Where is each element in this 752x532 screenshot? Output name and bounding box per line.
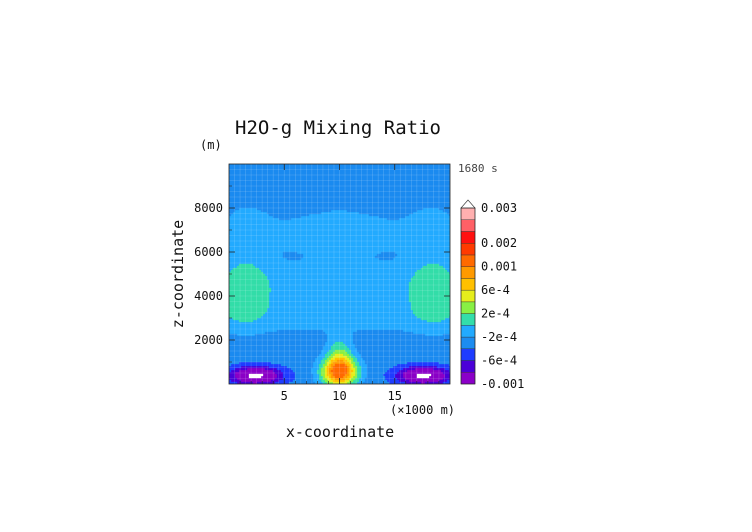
colorbar-swatch [460, 313, 476, 326]
colorbar-frame [460, 207, 476, 385]
colorbar-label: 0.002 [481, 236, 517, 250]
y-tick-label: 6000 [194, 245, 223, 259]
colorbar-label: -2e-4 [481, 330, 517, 344]
plot-area: 5 10 15 2000 4000 6000 8000 [194, 163, 451, 403]
colorbar-swatch [460, 254, 476, 267]
colorbar-swatch [460, 278, 476, 291]
y-axis: 2000 4000 6000 8000 [194, 185, 450, 363]
colorbar-swatch [460, 348, 476, 361]
contour-band [330, 363, 348, 379]
y-tick-label: 4000 [194, 289, 223, 303]
colorbar: 0.003 0.002 0.001 6e-4 2e-4 -2e-4 -6e-4 -0.001 [460, 199, 524, 391]
grid [229, 164, 450, 384]
chart-title: H2O-g Mixing Ratio [235, 117, 441, 139]
x-tick-label: 15 [388, 389, 402, 403]
colorbar-swatch [460, 301, 476, 314]
colorbar-swatch [460, 219, 476, 232]
colorbar-swatch [460, 242, 476, 256]
x-units: (×1000 m) [390, 403, 455, 417]
y-tick-label: 8000 [194, 201, 223, 215]
colorbar-swatch [460, 231, 476, 244]
colorbar-label: -6e-4 [481, 354, 517, 368]
x-tick-label: 10 [332, 389, 346, 403]
colorbar-swatch [460, 325, 476, 338]
y-units: (m) [200, 138, 222, 152]
colorbar-swatch [460, 207, 476, 220]
x-tick-label: 5 [281, 389, 288, 403]
y-axis-label: z-coordinate [169, 220, 187, 328]
colorbar-label: 0.001 [481, 260, 517, 274]
colorbar-label: 2e-4 [481, 307, 510, 321]
contour-band-below-min [248, 373, 432, 379]
colorbar-swatch [460, 266, 476, 279]
contour-band [229, 263, 450, 384]
x-axis: 5 10 15 [239, 164, 440, 403]
colorbar-swatch [460, 372, 476, 385]
x-axis-label: x-coordinate [286, 423, 394, 441]
colorbar-label: -0.001 [481, 377, 524, 391]
colorbar-extend-arrow [460, 199, 476, 209]
colorbar-swatch [460, 289, 476, 303]
time-label: 1680 s [458, 162, 498, 175]
contour-band [229, 164, 450, 384]
colorbar-swatch [460, 336, 476, 350]
colorbar-label: 0.003 [481, 201, 517, 215]
y-tick-label: 2000 [194, 333, 223, 347]
colorbar-swatch [460, 360, 476, 373]
colorbar-label: 6e-4 [481, 283, 510, 297]
